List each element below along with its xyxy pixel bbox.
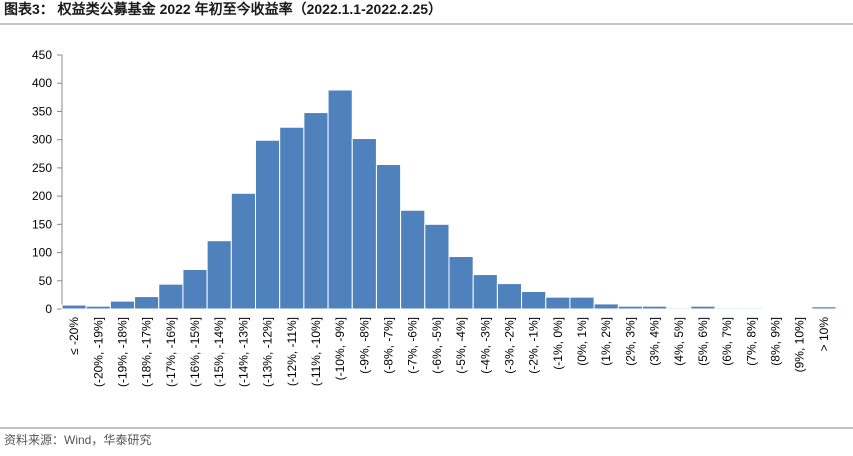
bar [400, 209, 426, 310]
x-tick-label: (3%, 4%] [648, 317, 662, 366]
bar [545, 296, 571, 310]
bar [134, 296, 160, 310]
x-tick-label: (2%, 3%] [623, 317, 637, 366]
bar [61, 304, 87, 310]
y-tick-label: 150 [32, 217, 52, 231]
x-tick-label: (-18%, -17%] [140, 317, 154, 387]
y-tick-label: 100 [32, 246, 52, 260]
bar [327, 89, 353, 310]
x-tick-label: (-8%, -7%] [382, 317, 396, 374]
x-tick-label: (-19%, -18%] [115, 317, 129, 387]
x-tick-label: (6%, 7%] [720, 317, 734, 366]
x-tick-label: (-16%, -15%] [188, 317, 202, 387]
bar [521, 291, 547, 310]
bar [569, 296, 595, 310]
x-tick-label: (-11%, -10%] [309, 317, 323, 386]
y-tick-label: 0 [45, 302, 52, 316]
bar [472, 274, 498, 310]
x-tick-label: (-3%, -2%] [502, 317, 516, 374]
bar [255, 139, 281, 310]
y-tick-label: 400 [32, 76, 52, 90]
x-tick-label: (9%, 10%] [793, 317, 807, 372]
bar [109, 300, 136, 310]
chart-title: 图表3： 权益类公募基金 2022 年初至今收益率（2022.1.1-2022.… [4, 1, 442, 17]
x-tick-label: (-10%, -9%] [333, 317, 347, 380]
bar [666, 307, 692, 310]
x-tick-label: (1%, 2%] [599, 317, 613, 366]
x-tick-label: (4%, 5%] [672, 317, 686, 366]
bar [738, 307, 764, 310]
bar [230, 192, 256, 310]
y-tick-label: 50 [39, 274, 53, 288]
bar [375, 164, 402, 310]
bar [496, 283, 523, 310]
y-tick-label: 200 [32, 189, 52, 203]
x-tick-label: (-12%, -11%] [285, 317, 299, 386]
bar [206, 240, 232, 310]
x-tick-label: (-4%, -3%] [478, 317, 492, 374]
x-tick-label: (-9%, -8%] [357, 317, 371, 374]
bar [762, 307, 789, 310]
bar [811, 306, 837, 310]
bar [714, 307, 740, 310]
y-tick-label: 250 [32, 161, 52, 175]
source: 资料来源：Wind，华泰研究 [4, 432, 151, 447]
x-tick-label: (-13%, -12%] [261, 317, 275, 387]
x-tick-label: (-7%, -6%] [406, 317, 420, 374]
bar [617, 305, 643, 310]
x-tick-label: > 10% [817, 317, 831, 352]
bar [85, 305, 111, 310]
x-tick-label: (-14%, -13%] [236, 317, 250, 387]
x-tick-label: (-6%, -5%] [430, 317, 444, 374]
x-tick-label: (8%, 9%] [769, 317, 783, 366]
x-tick-label: (7%, 8%] [744, 317, 758, 366]
bar [690, 305, 716, 310]
bar [351, 138, 377, 310]
x-tick-label: (-5%, -4%] [454, 317, 468, 374]
x-tick-label: (0%, 1%] [575, 317, 589, 366]
y-tick-label: 350 [32, 104, 52, 118]
y-tick-label: 450 [32, 48, 52, 62]
bar [182, 268, 208, 310]
bar [279, 126, 305, 310]
bar [642, 305, 668, 310]
y-tick-label: 300 [32, 133, 52, 147]
bar [424, 223, 450, 310]
x-tick-label: ≤ -20% [67, 317, 81, 355]
x-tick-label: (5%, 6%] [696, 317, 710, 366]
bar [593, 303, 619, 310]
x-tick-label: (-2%, -1%] [527, 317, 541, 374]
bar [158, 283, 184, 310]
x-tick-label: (-15%, -14%] [212, 317, 226, 387]
x-tick-label: (-17%, -16%] [164, 317, 178, 387]
x-tick-label: (-20%, -19%] [91, 317, 105, 387]
x-tick-label: (-1%, 0%] [551, 317, 565, 370]
bar [448, 256, 474, 310]
bar [787, 307, 813, 310]
bar [303, 112, 329, 310]
